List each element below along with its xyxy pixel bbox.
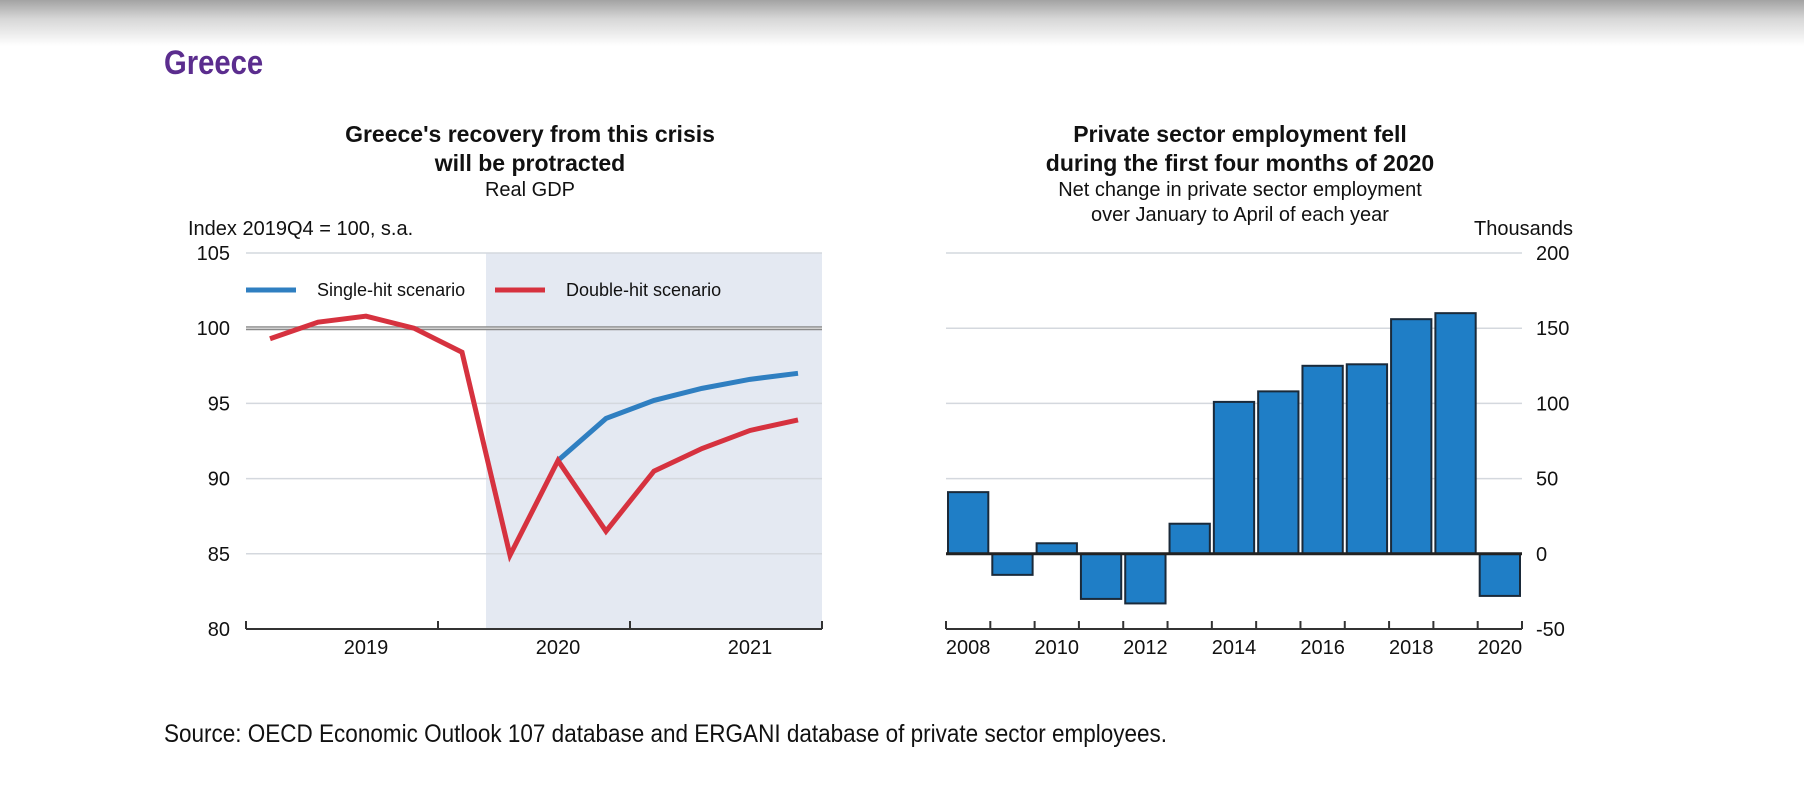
source-note: Source: OECD Economic Outlook 107 databa… — [164, 720, 1168, 748]
gdp-y-tick-label: 100 — [197, 318, 230, 340]
gdp-y-tick-label: 85 — [208, 544, 230, 566]
gdp-x-tick-label: 2020 — [536, 637, 581, 659]
employment-bar-2019 — [1434, 312, 1477, 555]
employment-y-tick-label: 150 — [1536, 318, 1569, 340]
gdp-y-tick-label: 80 — [208, 619, 230, 641]
employment-bar-2020 — [1478, 552, 1521, 597]
gdp-chart-subtitle: Real GDP — [484, 179, 576, 201]
top-gradient-bar — [0, 0, 1804, 46]
employment-bar-2014 — [1212, 400, 1256, 555]
legend-label-single-hit: Single-hit scenario — [317, 280, 465, 300]
employment-y-tick-label: 100 — [1536, 393, 1569, 415]
employment-bar-2009 — [991, 552, 1034, 576]
employment-bar-2015 — [1257, 390, 1300, 555]
employment-chart-subtitle: Net change in private sector employment … — [980, 178, 1500, 228]
gdp-y-axis-label: Index 2019Q4 = 100, s.a. — [188, 218, 414, 240]
employment-bar-2012 — [1124, 552, 1167, 605]
series-line-double-hit-scenario — [269, 313, 799, 563]
employment-y-axis-label: Thousands — [1474, 218, 1573, 240]
gdp-line-chart: 80 85 90 95 100 105 2019 2020 2021 Single-hit sce… — [197, 243, 823, 659]
employment-chart-title-line1: Private sector employment fell — [1073, 121, 1407, 147]
employment-y-tick-label: -50 — [1536, 619, 1565, 641]
employment-bar-2010 — [1035, 542, 1078, 555]
employment-x-tick-label: 2008 — [946, 637, 991, 659]
employment-bar-2013 — [1168, 522, 1211, 555]
gdp-x-tick-label: 2019 — [344, 637, 389, 659]
employment-bar-chart: -50 0 50 100 150 200 2008 2010 2012 2014 2016 2018 2… — [945, 243, 1569, 659]
employment-chart-title-line2: during the first four months of 2020 — [1045, 150, 1435, 176]
gdp-chart-title-line1: Greece's recovery from this crisis — [345, 121, 715, 147]
employment-bar-2008 — [947, 491, 990, 555]
employment-x-tick-label: 2016 — [1300, 637, 1345, 659]
gdp-chart-title-line2: will be protracted — [434, 150, 626, 176]
employment-chart-title: Private sector employment fell during th… — [980, 120, 1500, 178]
employment-bar-2011 — [1079, 552, 1123, 600]
forecast-shading — [486, 253, 822, 629]
employment-x-tick-label: 2018 — [1389, 637, 1434, 659]
employment-y-tick-label: 0 — [1536, 544, 1547, 566]
gdp-chart-title: Greece's recovery from this crisis will … — [290, 120, 770, 178]
employment-chart-subtitle-line1: Net change in private sector employment — [1058, 179, 1422, 201]
employment-bar-2016 — [1301, 364, 1344, 555]
employment-x-tick-label: 2010 — [1035, 637, 1080, 659]
gdp-y-tick-label: 95 — [208, 393, 230, 415]
page-title: Greece — [164, 44, 264, 82]
legend-label-double-hit: Double-hit scenario — [566, 280, 721, 300]
employment-y-tick-label: 50 — [1536, 469, 1558, 491]
employment-chart-subtitle-line2: over January to April of each year — [1091, 204, 1389, 226]
employment-x-tick-label: 2020 — [1478, 637, 1523, 659]
employment-x-tick-label: 2012 — [1123, 637, 1168, 659]
employment-bar-2017 — [1345, 363, 1389, 555]
gdp-x-tick-label: 2021 — [728, 637, 773, 659]
employment-x-tick-label: 2014 — [1212, 637, 1257, 659]
employment-bar-2018 — [1390, 318, 1433, 555]
series-line-single-hit-scenario — [556, 370, 799, 463]
gdp-y-tick-label: 90 — [208, 469, 230, 491]
gdp-y-tick-label: 105 — [197, 243, 230, 265]
employment-y-tick-label: 200 — [1536, 243, 1569, 265]
